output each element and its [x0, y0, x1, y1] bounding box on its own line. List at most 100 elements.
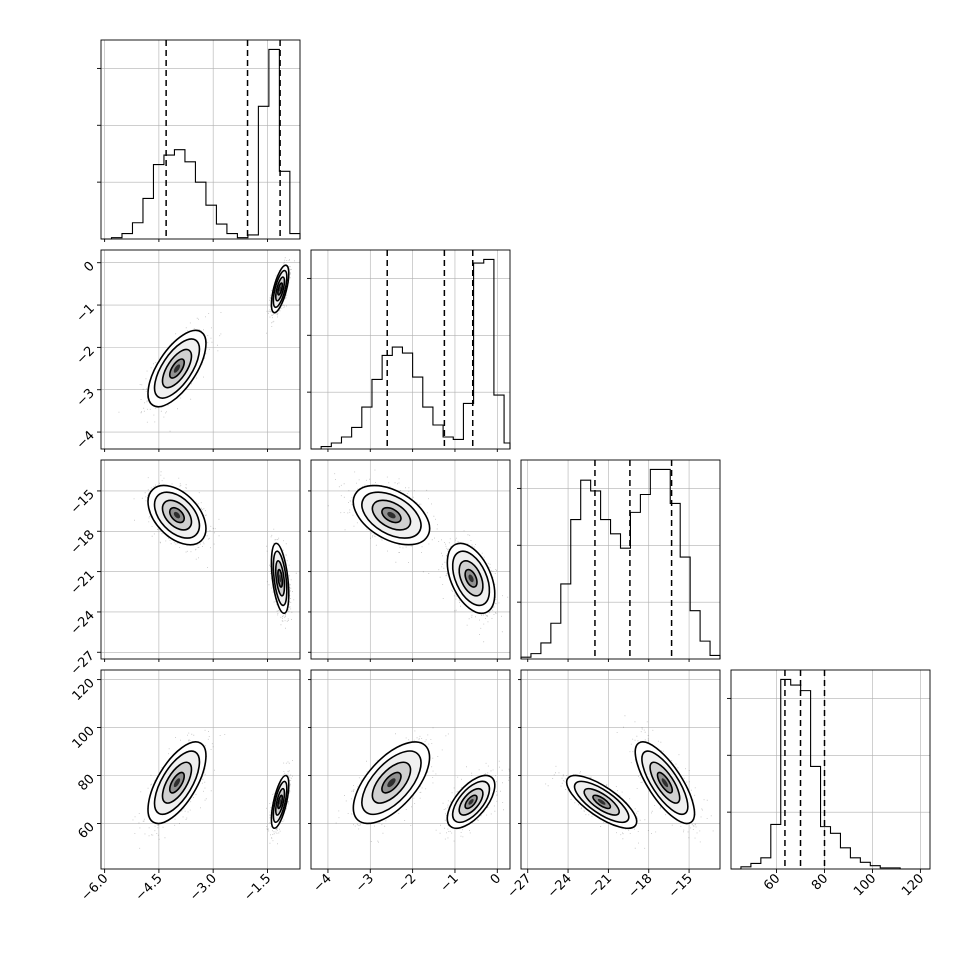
hist-panel-2: [517, 459, 721, 660]
contour-line: [451, 780, 491, 824]
contour-line: [277, 794, 284, 810]
panel-grid: [311, 670, 510, 869]
scatter-panel-0-3: [100, 669, 301, 870]
contour-line: [270, 542, 290, 615]
hist-panel-0: [97, 39, 301, 240]
contour-line: [168, 771, 186, 794]
density-fill: [173, 778, 181, 788]
panel-frame: [310, 459, 511, 660]
density-fill: [597, 798, 606, 805]
x-tick-label: −4: [311, 871, 335, 895]
y-tick-label: −18: [68, 527, 98, 557]
panel-frame: [100, 669, 301, 870]
density-fill: [173, 511, 181, 519]
density-fill: [468, 574, 474, 583]
y-tick-label: −2: [74, 344, 98, 368]
histogram-0: [101, 48, 301, 240]
panel-content: [327, 469, 509, 643]
hist-grid-1: [311, 250, 510, 449]
contour-line: [592, 794, 612, 810]
density-fill: [387, 511, 396, 519]
x-tick-label: 120: [899, 871, 927, 899]
contour-line: [153, 491, 201, 539]
x-tick-label: −18: [626, 871, 656, 901]
y-tick-label: −24: [68, 608, 98, 638]
x-tick-label: −1.5: [241, 871, 274, 904]
y-tick-label: 100: [70, 724, 98, 752]
contour-line: [274, 276, 286, 302]
contour-line: [153, 338, 201, 399]
scatter-panel-0-2: [100, 459, 301, 660]
contour-line: [161, 499, 193, 531]
contour-line: [161, 761, 193, 804]
contour-line: [272, 269, 288, 309]
density-fill: [279, 574, 282, 583]
contour-line: [649, 761, 681, 804]
contour-line: [161, 348, 193, 389]
contour-line: [446, 774, 496, 830]
histogram-3: [731, 678, 930, 870]
contour-line: [634, 741, 696, 825]
density-fill: [468, 798, 474, 805]
hist-frame-2: [520, 459, 721, 660]
contour-line: [270, 264, 290, 314]
contour-line: [361, 491, 422, 539]
histogram-1: [311, 258, 511, 450]
x-tick-label: −4.5: [133, 871, 166, 904]
x-tick-label: −3.0: [187, 871, 220, 904]
contour-line: [277, 282, 284, 296]
y-tick-label: 60: [76, 820, 98, 842]
contour-line: [458, 560, 484, 597]
density-fill: [173, 364, 181, 373]
contour-line: [168, 358, 186, 379]
contour-line: [274, 560, 286, 597]
hist-frame-0: [100, 39, 301, 240]
panel-grid: [101, 460, 300, 659]
x-tick-label: −15: [666, 871, 696, 901]
contour-line: [573, 780, 630, 824]
panel-grid: [101, 250, 300, 449]
contour-line: [277, 568, 284, 588]
contour-line: [147, 329, 207, 408]
panel-frame: [310, 669, 511, 870]
y-tick-label: 0: [81, 259, 97, 275]
histogram-2: [520, 468, 721, 659]
x-tick-label: 80: [809, 871, 831, 893]
contour-line: [352, 484, 431, 546]
contour-line: [361, 750, 422, 816]
x-tick-label: −24: [545, 871, 575, 901]
contour-line: [352, 741, 431, 825]
y-tick-label: −21: [68, 568, 98, 598]
contour-line: [272, 780, 288, 824]
contour-line: [147, 484, 207, 546]
contour-line: [371, 499, 412, 531]
panel-frame: [100, 459, 301, 660]
contour-line: [153, 750, 201, 816]
scatter-panel-1-3: [310, 669, 511, 870]
contour-line: [147, 741, 207, 825]
contour-line: [641, 750, 689, 816]
x-tick-label: −3: [353, 871, 377, 895]
contour-line: [381, 506, 402, 524]
contour-line: [565, 774, 638, 830]
contour-line: [168, 506, 186, 524]
panel-content: [335, 727, 510, 843]
x-tick-label: 0: [488, 871, 504, 887]
y-tick-label: −27: [68, 648, 98, 678]
density-fill: [279, 286, 282, 292]
x-tick-label: −21: [585, 871, 615, 901]
density-fill: [387, 778, 396, 788]
contour-line: [458, 787, 484, 816]
contour-line: [274, 787, 286, 816]
contour-line: [464, 568, 478, 588]
panel-frame: [520, 669, 721, 870]
y-tick-label: −15: [68, 487, 98, 517]
contour-line: [270, 774, 290, 830]
density-fill: [661, 778, 669, 788]
panel-content: [133, 471, 297, 629]
y-tick-label: 120: [70, 676, 98, 704]
density-fill: [279, 798, 282, 805]
contour-line: [371, 761, 412, 804]
x-tick-label: 100: [851, 871, 879, 899]
